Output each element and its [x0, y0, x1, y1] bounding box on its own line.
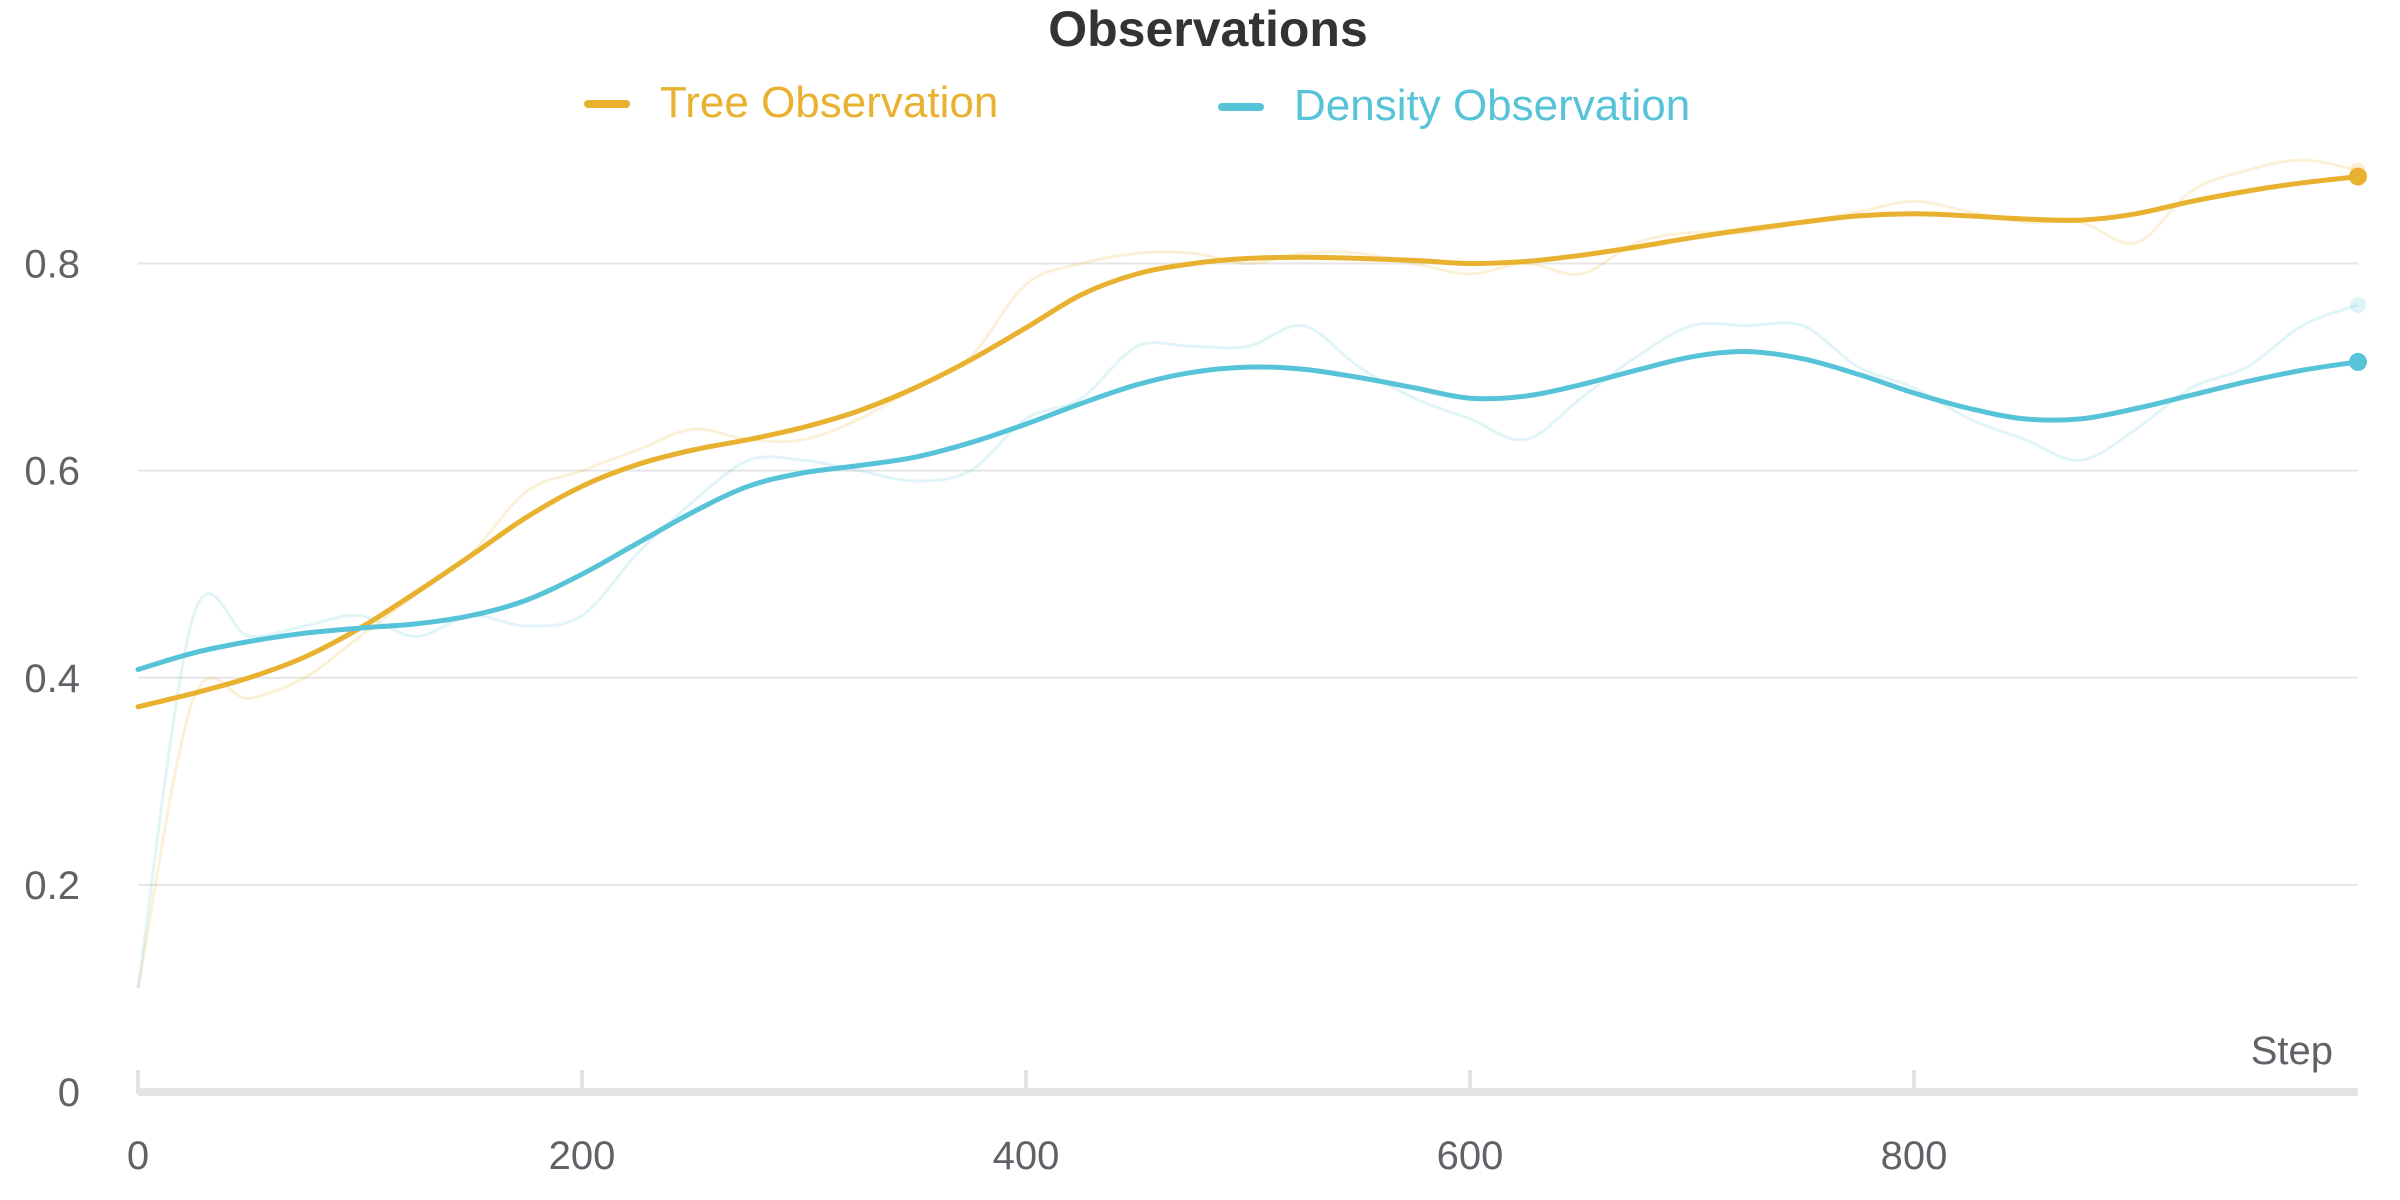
y-tick-label-2: 0.4	[24, 657, 80, 701]
smoothed-endpoint-density-observation[interactable]	[2349, 352, 2367, 371]
x-tick-label-3: 600	[1437, 1134, 1504, 1178]
x-axis: 0 200 400 600 800	[127, 1070, 2358, 1178]
legend-item-density-observation[interactable]: Density Observation	[1218, 81, 1690, 130]
x-axis-title: Step	[2251, 1029, 2333, 1073]
raw-series-lines	[136, 158, 2359, 989]
smoothed-line-tree-observation	[135, 174, 2361, 710]
legend-label-tree-observation: Tree Observation	[660, 78, 998, 127]
series-endpoint-markers[interactable]	[2349, 162, 2367, 371]
x-tick-label-4: 800	[1881, 1134, 1948, 1178]
legend[interactable]: Tree Observation Density Observation	[584, 78, 1690, 130]
x-tick-label-1: 200	[549, 1134, 616, 1178]
smoothed-endpoint-tree-observation[interactable]	[2349, 167, 2367, 186]
y-tick-label-4: 0.8	[24, 243, 80, 287]
y-axis-tick-labels: 0 0.2 0.4 0.6 0.8	[24, 243, 80, 1115]
chart-title: Observations	[1048, 1, 1368, 57]
raw-line-density-observation	[136, 303, 2359, 989]
smoothed-series-lines	[135, 174, 2361, 710]
raw-endpoint-density-observation[interactable]	[2350, 296, 2366, 313]
x-tick-label-0: 0	[127, 1134, 149, 1178]
raw-line-tree-observation	[136, 158, 2359, 989]
gridlines	[138, 262, 2358, 886]
x-tick-label-2: 400	[993, 1134, 1060, 1178]
smoothed-line-density-observation	[135, 349, 2361, 672]
legend-label-density-observation: Density Observation	[1294, 81, 1690, 130]
y-tick-label-1: 0.2	[24, 864, 80, 908]
y-tick-label-0: 0	[58, 1071, 80, 1115]
y-tick-label-3: 0.6	[24, 450, 80, 494]
legend-item-tree-observation[interactable]: Tree Observation	[584, 78, 998, 127]
